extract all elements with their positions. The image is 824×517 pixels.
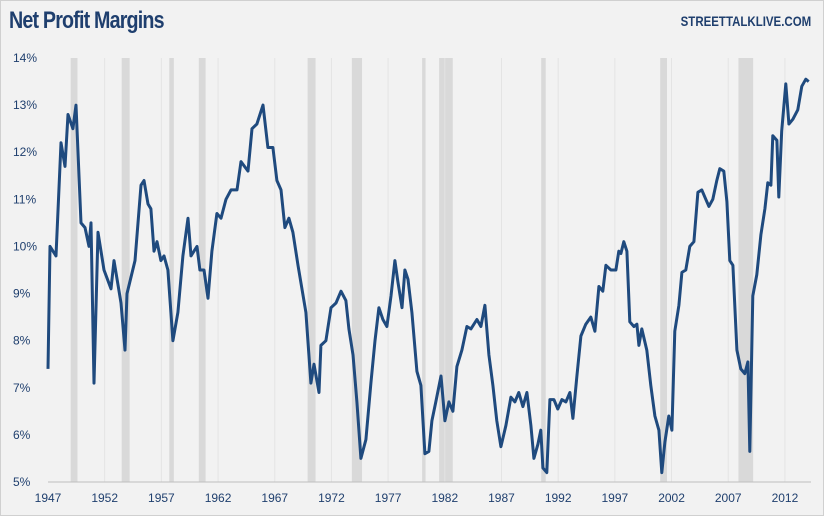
recession-band: [169, 58, 174, 482]
x-tick-label: 1977: [375, 491, 402, 505]
x-tick-label: 2007: [715, 491, 742, 505]
y-tick-label: 8%: [13, 334, 31, 348]
x-tick-label: 1957: [148, 491, 175, 505]
y-tick-label: 14%: [13, 51, 37, 65]
x-tick-label: 1962: [205, 491, 232, 505]
x-tick-label: 1952: [91, 491, 118, 505]
recession-band: [307, 58, 316, 482]
y-tick-label: 11%: [13, 192, 36, 206]
x-tick-label: 2012: [772, 491, 799, 505]
y-tick-label: 7%: [13, 381, 31, 395]
x-tick-label: 2002: [658, 491, 685, 505]
series-line-net-profit-margin: [46, 77, 810, 475]
y-tick-label: 12%: [13, 145, 37, 159]
y-tick-label: 9%: [13, 287, 31, 301]
x-tick-label: 1987: [488, 491, 515, 505]
y-tick-label: 5%: [13, 475, 31, 489]
y-tick-label: 13%: [13, 98, 37, 112]
x-tick-label: 1997: [602, 491, 629, 505]
x-tick-label: 1967: [261, 491, 288, 505]
recession-band: [70, 58, 78, 482]
y-tick-label: 10%: [13, 239, 37, 253]
y-tick-label: 6%: [13, 428, 31, 442]
recession-band: [660, 58, 668, 482]
recession-band: [351, 58, 363, 482]
recession-band: [121, 58, 130, 482]
recession-band: [422, 58, 426, 482]
x-tick-label: 1972: [318, 491, 345, 505]
source-label: STREETTALKLIVE.COM: [680, 13, 811, 29]
x-tick-label: 1992: [545, 491, 572, 505]
recession-band: [541, 58, 546, 482]
chart-title: Net Profit Margins: [9, 7, 165, 34]
recession-band: [439, 58, 453, 482]
x-tick-label: 1947: [35, 491, 62, 505]
x-tick-label: 1982: [431, 491, 458, 505]
